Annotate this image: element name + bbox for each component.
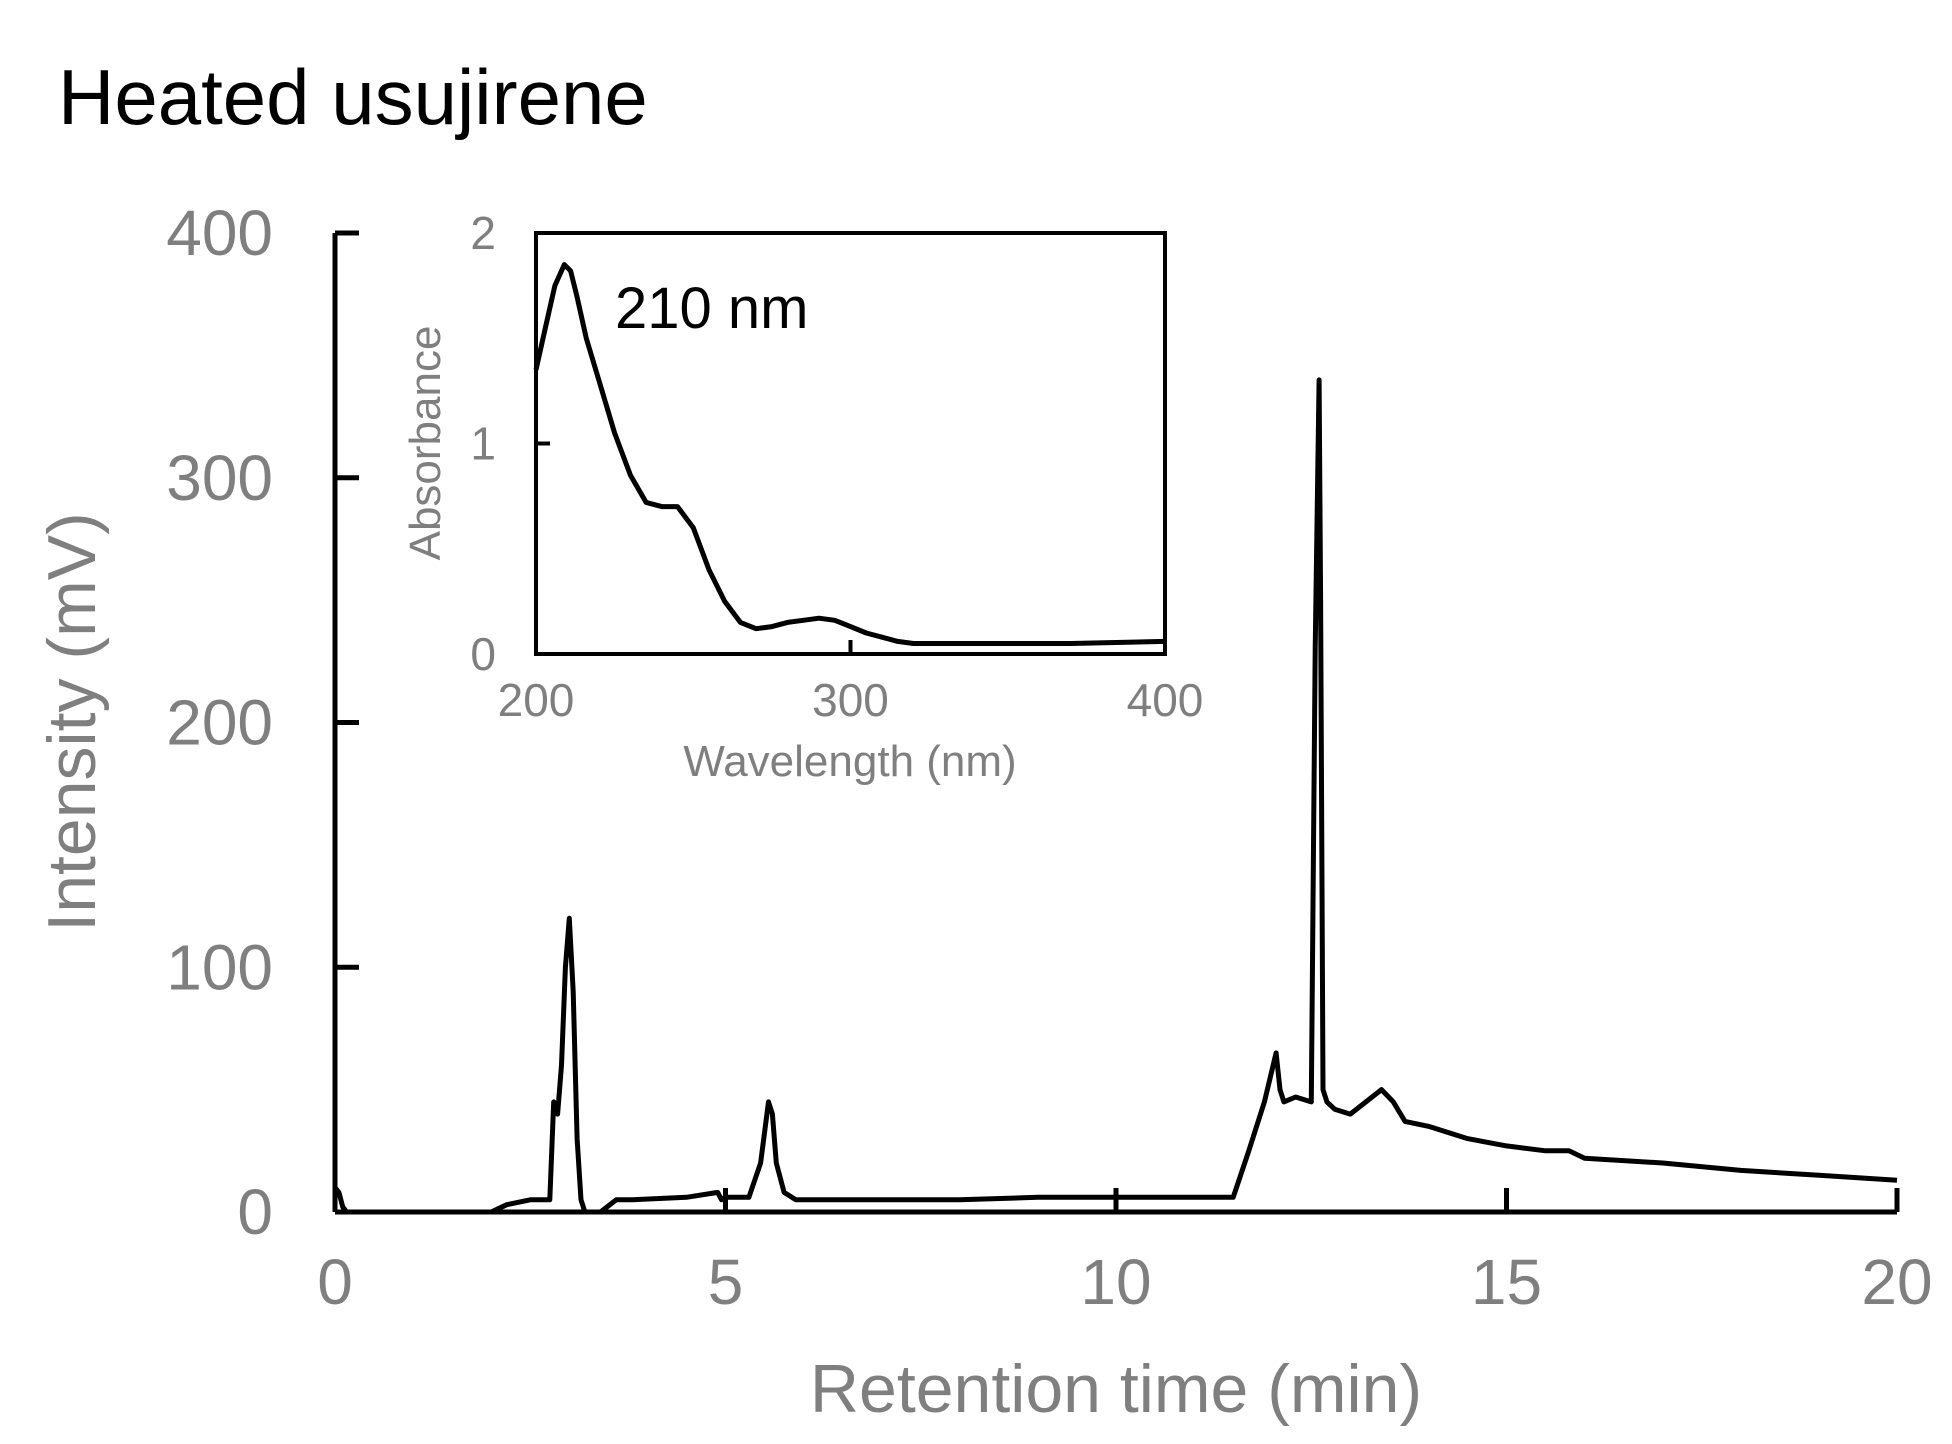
inset-y-axis-label: Absorbance — [401, 326, 450, 561]
main-x-tick-label: 15 — [1471, 1246, 1542, 1318]
chart-title: Heated usujirene — [58, 53, 648, 141]
main-series-line — [333, 377, 1898, 1215]
main-y-tick-label: 0 — [237, 1176, 273, 1248]
main-x-tick-label: 5 — [708, 1246, 744, 1318]
inset-x-axis-label: Wavelength (nm) — [683, 737, 1016, 786]
main-x-tick-label: 10 — [1080, 1246, 1151, 1318]
inset-chart: 200 300 400 0 1 2 210 nm Wavelength (nm) Abso… — [401, 207, 1203, 786]
main-y-tick-label: 200 — [166, 687, 273, 759]
inset-annotation: 210 nm — [615, 276, 808, 341]
inset-y-tick-label: 0 — [470, 628, 496, 680]
main-y-tick-label: 300 — [166, 442, 273, 514]
main-x-axis-label: Retention time (min) — [810, 1351, 1422, 1427]
inset-x-tick-label: 300 — [812, 674, 889, 726]
inset-series-line — [533, 262, 1166, 646]
main-x-tick-label: 0 — [317, 1246, 353, 1318]
inset-y-tick-label: 2 — [470, 207, 496, 259]
inset-y-tick-label: 1 — [470, 418, 496, 470]
inset-x-tick-label: 200 — [498, 674, 575, 726]
inset-frame — [534, 231, 1167, 656]
main-y-tick-label: 100 — [166, 931, 273, 1003]
main-y-tick-label: 400 — [166, 197, 273, 269]
main-x-tick-label: 20 — [1861, 1246, 1932, 1318]
inset-x-tick-label: 400 — [1127, 674, 1204, 726]
main-y-axis-label: Intensity (mV) — [34, 512, 110, 931]
